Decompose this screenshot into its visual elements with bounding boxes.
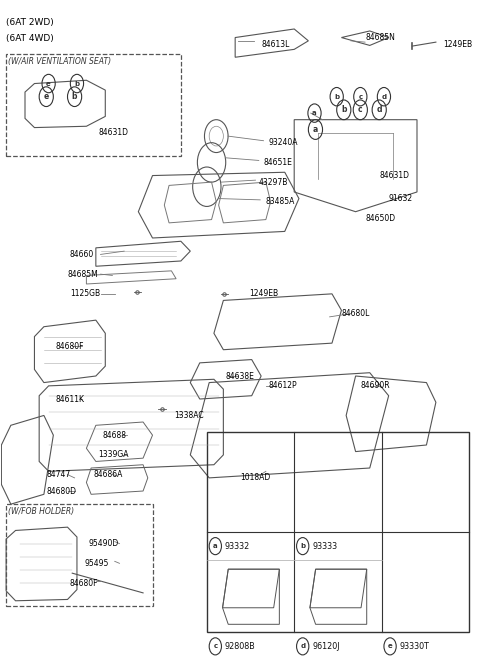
Text: 84638E: 84638E: [226, 372, 254, 381]
Text: e: e: [44, 92, 49, 101]
Text: 1125GB: 1125GB: [70, 289, 100, 298]
Text: c: c: [358, 94, 362, 100]
Text: 83485A: 83485A: [266, 197, 295, 207]
Text: d: d: [382, 94, 386, 100]
Text: 1018AD: 1018AD: [240, 473, 270, 482]
Text: (W/FOB HOLDER): (W/FOB HOLDER): [9, 508, 74, 516]
Text: 43297B: 43297B: [259, 178, 288, 187]
Text: (6AT 2WD): (6AT 2WD): [6, 18, 54, 27]
Text: b: b: [300, 543, 305, 549]
Text: 93333: 93333: [312, 542, 337, 550]
Text: e: e: [46, 81, 51, 86]
Text: 84660: 84660: [70, 250, 94, 259]
Text: 93330T: 93330T: [399, 642, 430, 651]
Text: 84680L: 84680L: [341, 309, 370, 318]
Text: 84613L: 84613L: [261, 40, 289, 49]
Text: 84747: 84747: [46, 470, 71, 479]
Text: 1339GA: 1339GA: [98, 450, 129, 459]
Text: (W/AIR VENTILATION SEAT): (W/AIR VENTILATION SEAT): [9, 57, 111, 66]
Text: 84631D: 84631D: [379, 171, 409, 180]
Text: 96120J: 96120J: [312, 642, 340, 651]
Text: 84688: 84688: [103, 431, 127, 440]
Text: 84685M: 84685M: [68, 270, 98, 279]
Text: a: a: [213, 543, 217, 549]
Text: b: b: [341, 106, 347, 114]
Text: 84685N: 84685N: [365, 33, 395, 42]
Text: b: b: [334, 94, 339, 100]
Text: 91632: 91632: [389, 194, 413, 203]
Text: 95490D: 95490D: [89, 539, 119, 548]
Text: 92808B: 92808B: [225, 642, 255, 651]
Text: 84651E: 84651E: [264, 158, 292, 167]
Text: 1338AC: 1338AC: [174, 411, 204, 420]
Text: a: a: [313, 125, 318, 134]
Text: 1249EB: 1249EB: [249, 289, 278, 298]
Text: 95495: 95495: [84, 559, 108, 568]
Text: 84612P: 84612P: [268, 381, 297, 390]
Text: b: b: [72, 92, 77, 101]
Text: d: d: [376, 106, 382, 114]
Text: c: c: [213, 644, 217, 649]
Text: e: e: [388, 644, 393, 649]
Text: 84680D: 84680D: [46, 486, 76, 496]
Text: 84686A: 84686A: [94, 470, 123, 479]
Text: 93240A: 93240A: [268, 138, 298, 147]
Text: a: a: [312, 110, 317, 116]
Text: 84631D: 84631D: [98, 128, 128, 137]
Text: c: c: [358, 106, 362, 114]
Text: 84611K: 84611K: [56, 395, 84, 403]
Text: b: b: [74, 81, 80, 86]
Text: 84690R: 84690R: [360, 381, 390, 390]
Text: 1249EB: 1249EB: [443, 40, 472, 49]
Text: 93332: 93332: [225, 542, 250, 550]
Text: 84680F: 84680F: [56, 342, 84, 351]
Text: 84650D: 84650D: [365, 214, 395, 223]
Text: 84680F: 84680F: [70, 579, 98, 587]
Text: d: d: [300, 644, 305, 649]
Bar: [207, 432, 469, 632]
Text: (6AT 4WD): (6AT 4WD): [6, 34, 54, 44]
